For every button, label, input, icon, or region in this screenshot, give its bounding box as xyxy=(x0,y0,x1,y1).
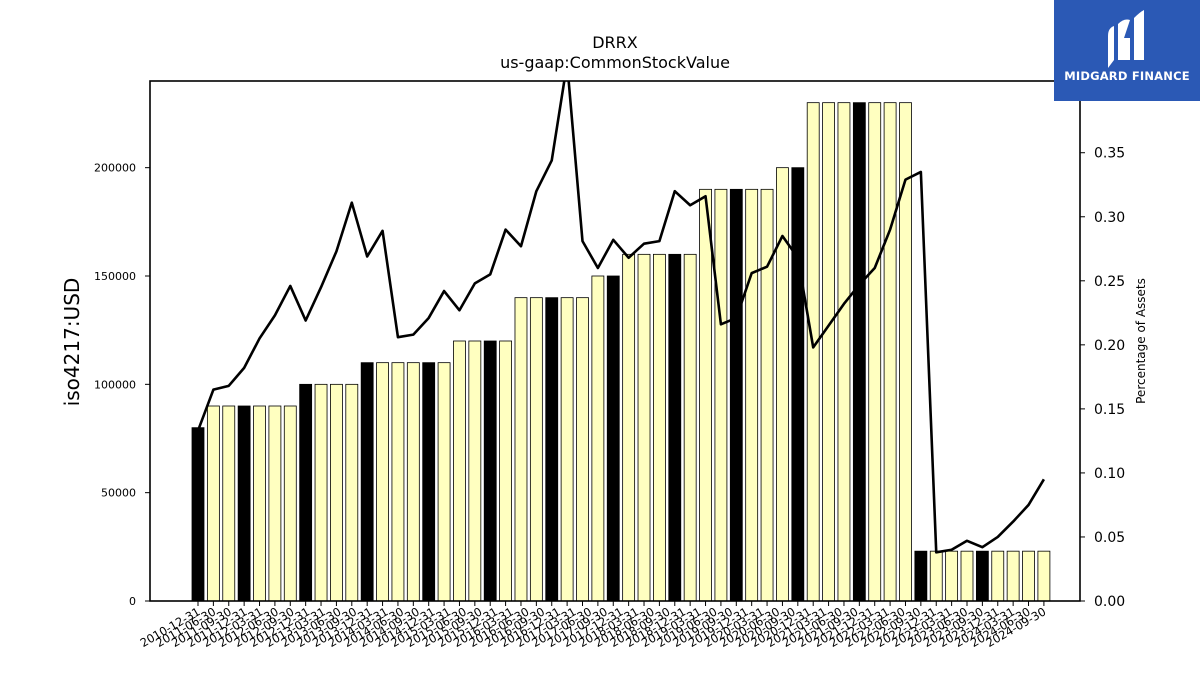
bar-2012-06-30 xyxy=(283,405,297,602)
bar-2016-03-31 xyxy=(514,297,528,602)
bar-2024-09-30 xyxy=(1037,550,1051,602)
bar-2013-12-31 xyxy=(376,362,389,602)
y-axis-label: iso4217:USD xyxy=(60,278,84,407)
bar-2023-06-30 xyxy=(960,550,974,602)
brand-name: MIDGARD FINANCE xyxy=(1064,69,1190,83)
y-tick-label: 100000 xyxy=(94,378,136,391)
bar-2023-12-31 xyxy=(991,550,1005,602)
y2-tick-label: 0.15 xyxy=(1094,402,1125,418)
bar-2019-09-30 xyxy=(729,188,743,602)
bar-2017-03-31 xyxy=(576,297,589,602)
bar-2015-03-31 xyxy=(453,340,466,602)
y-tick-label: 200000 xyxy=(94,162,136,175)
bar-2013-09-30 xyxy=(360,362,374,602)
line-series-layer xyxy=(196,81,1046,554)
bar-2018-09-30 xyxy=(668,253,682,602)
bar-2012-03-31 xyxy=(268,405,282,602)
bar-2022-12-31 xyxy=(929,550,943,602)
bar-2018-03-31 xyxy=(637,253,651,602)
chart-subtitle: us-gaap:CommonStockValue xyxy=(500,53,730,72)
bar-2023-03-31 xyxy=(945,550,959,602)
y2-tick-label: 0.35 xyxy=(1094,146,1125,162)
bar-2015-12-31 xyxy=(499,340,513,602)
bar-2020-12-31 xyxy=(806,102,820,602)
bar-2013-06-30 xyxy=(345,383,359,602)
y2-tick-label: 0.25 xyxy=(1094,274,1125,290)
y2-axis-label: Percentage of Assets xyxy=(1134,278,1148,404)
bar-2022-03-31 xyxy=(883,102,897,602)
axes: 0 50000 100000 150000 200000 0.00 0.05 0.10 0.15… xyxy=(94,80,1125,650)
y2-tick-label: 0.05 xyxy=(1094,530,1125,546)
bar-2020-09-30 xyxy=(791,167,805,602)
bar-2015-06-30 xyxy=(468,340,482,602)
bar-2012-12-31 xyxy=(314,383,328,602)
bar-2011-12-31 xyxy=(253,405,266,602)
bar-2020-06-30 xyxy=(776,167,789,602)
bar-2021-12-31 xyxy=(868,102,882,602)
y-tick-label: 0 xyxy=(129,595,136,608)
bar-2015-09-30 xyxy=(483,340,497,602)
bar-2020-03-31 xyxy=(760,188,774,602)
bar-2019-03-31 xyxy=(699,188,712,602)
plot-frame xyxy=(149,80,1081,602)
bar-2018-06-30 xyxy=(653,253,666,602)
bar-2011-03-31 xyxy=(206,405,220,602)
bar-2024-06-30 xyxy=(1022,550,1035,602)
y2-tick-label: 0.30 xyxy=(1094,210,1125,226)
bar-2019-06-30 xyxy=(714,188,728,602)
y2-tick-label: 0.00 xyxy=(1094,594,1125,610)
bar-2021-03-31 xyxy=(822,102,835,602)
bar-2021-09-30 xyxy=(852,102,866,602)
bar-2013-03-31 xyxy=(330,383,343,602)
bar-2014-12-31 xyxy=(437,362,451,602)
y2-tick-label: 0.10 xyxy=(1094,466,1125,482)
bar-2022-09-30 xyxy=(914,550,928,602)
midgard-logo-icon xyxy=(1108,10,1144,68)
bar-2019-12-31 xyxy=(745,188,759,602)
bar-2010-12-31 xyxy=(191,427,205,602)
bar-2011-09-30 xyxy=(237,405,251,602)
bar-2018-12-31 xyxy=(683,253,697,602)
bar-2016-12-31 xyxy=(560,297,574,602)
bar-2017-12-31 xyxy=(622,253,636,602)
bar-2014-06-30 xyxy=(406,362,420,602)
y-tick-label: 150000 xyxy=(94,270,136,283)
bar-2017-06-30 xyxy=(591,275,605,602)
chart-title: DRRX xyxy=(592,33,638,52)
brand-logo: MIDGARD FINANCE xyxy=(1054,0,1200,101)
percentage-of-assets-line xyxy=(196,81,1046,554)
bar-2023-09-30 xyxy=(975,550,989,602)
bar-2016-09-30 xyxy=(545,297,559,602)
bar-2012-09-30 xyxy=(299,383,313,602)
bar-2011-06-30 xyxy=(222,405,236,602)
y2-tick-label: 0.20 xyxy=(1094,338,1125,354)
bar-2024-03-31 xyxy=(1006,550,1020,602)
y-tick-label: 50000 xyxy=(101,487,136,500)
bar-2021-06-30 xyxy=(837,102,851,602)
bar-2014-03-31 xyxy=(391,362,405,602)
bar-2016-06-30 xyxy=(529,297,543,602)
bar-2017-09-30 xyxy=(606,275,620,602)
bar-2014-09-30 xyxy=(422,362,436,602)
